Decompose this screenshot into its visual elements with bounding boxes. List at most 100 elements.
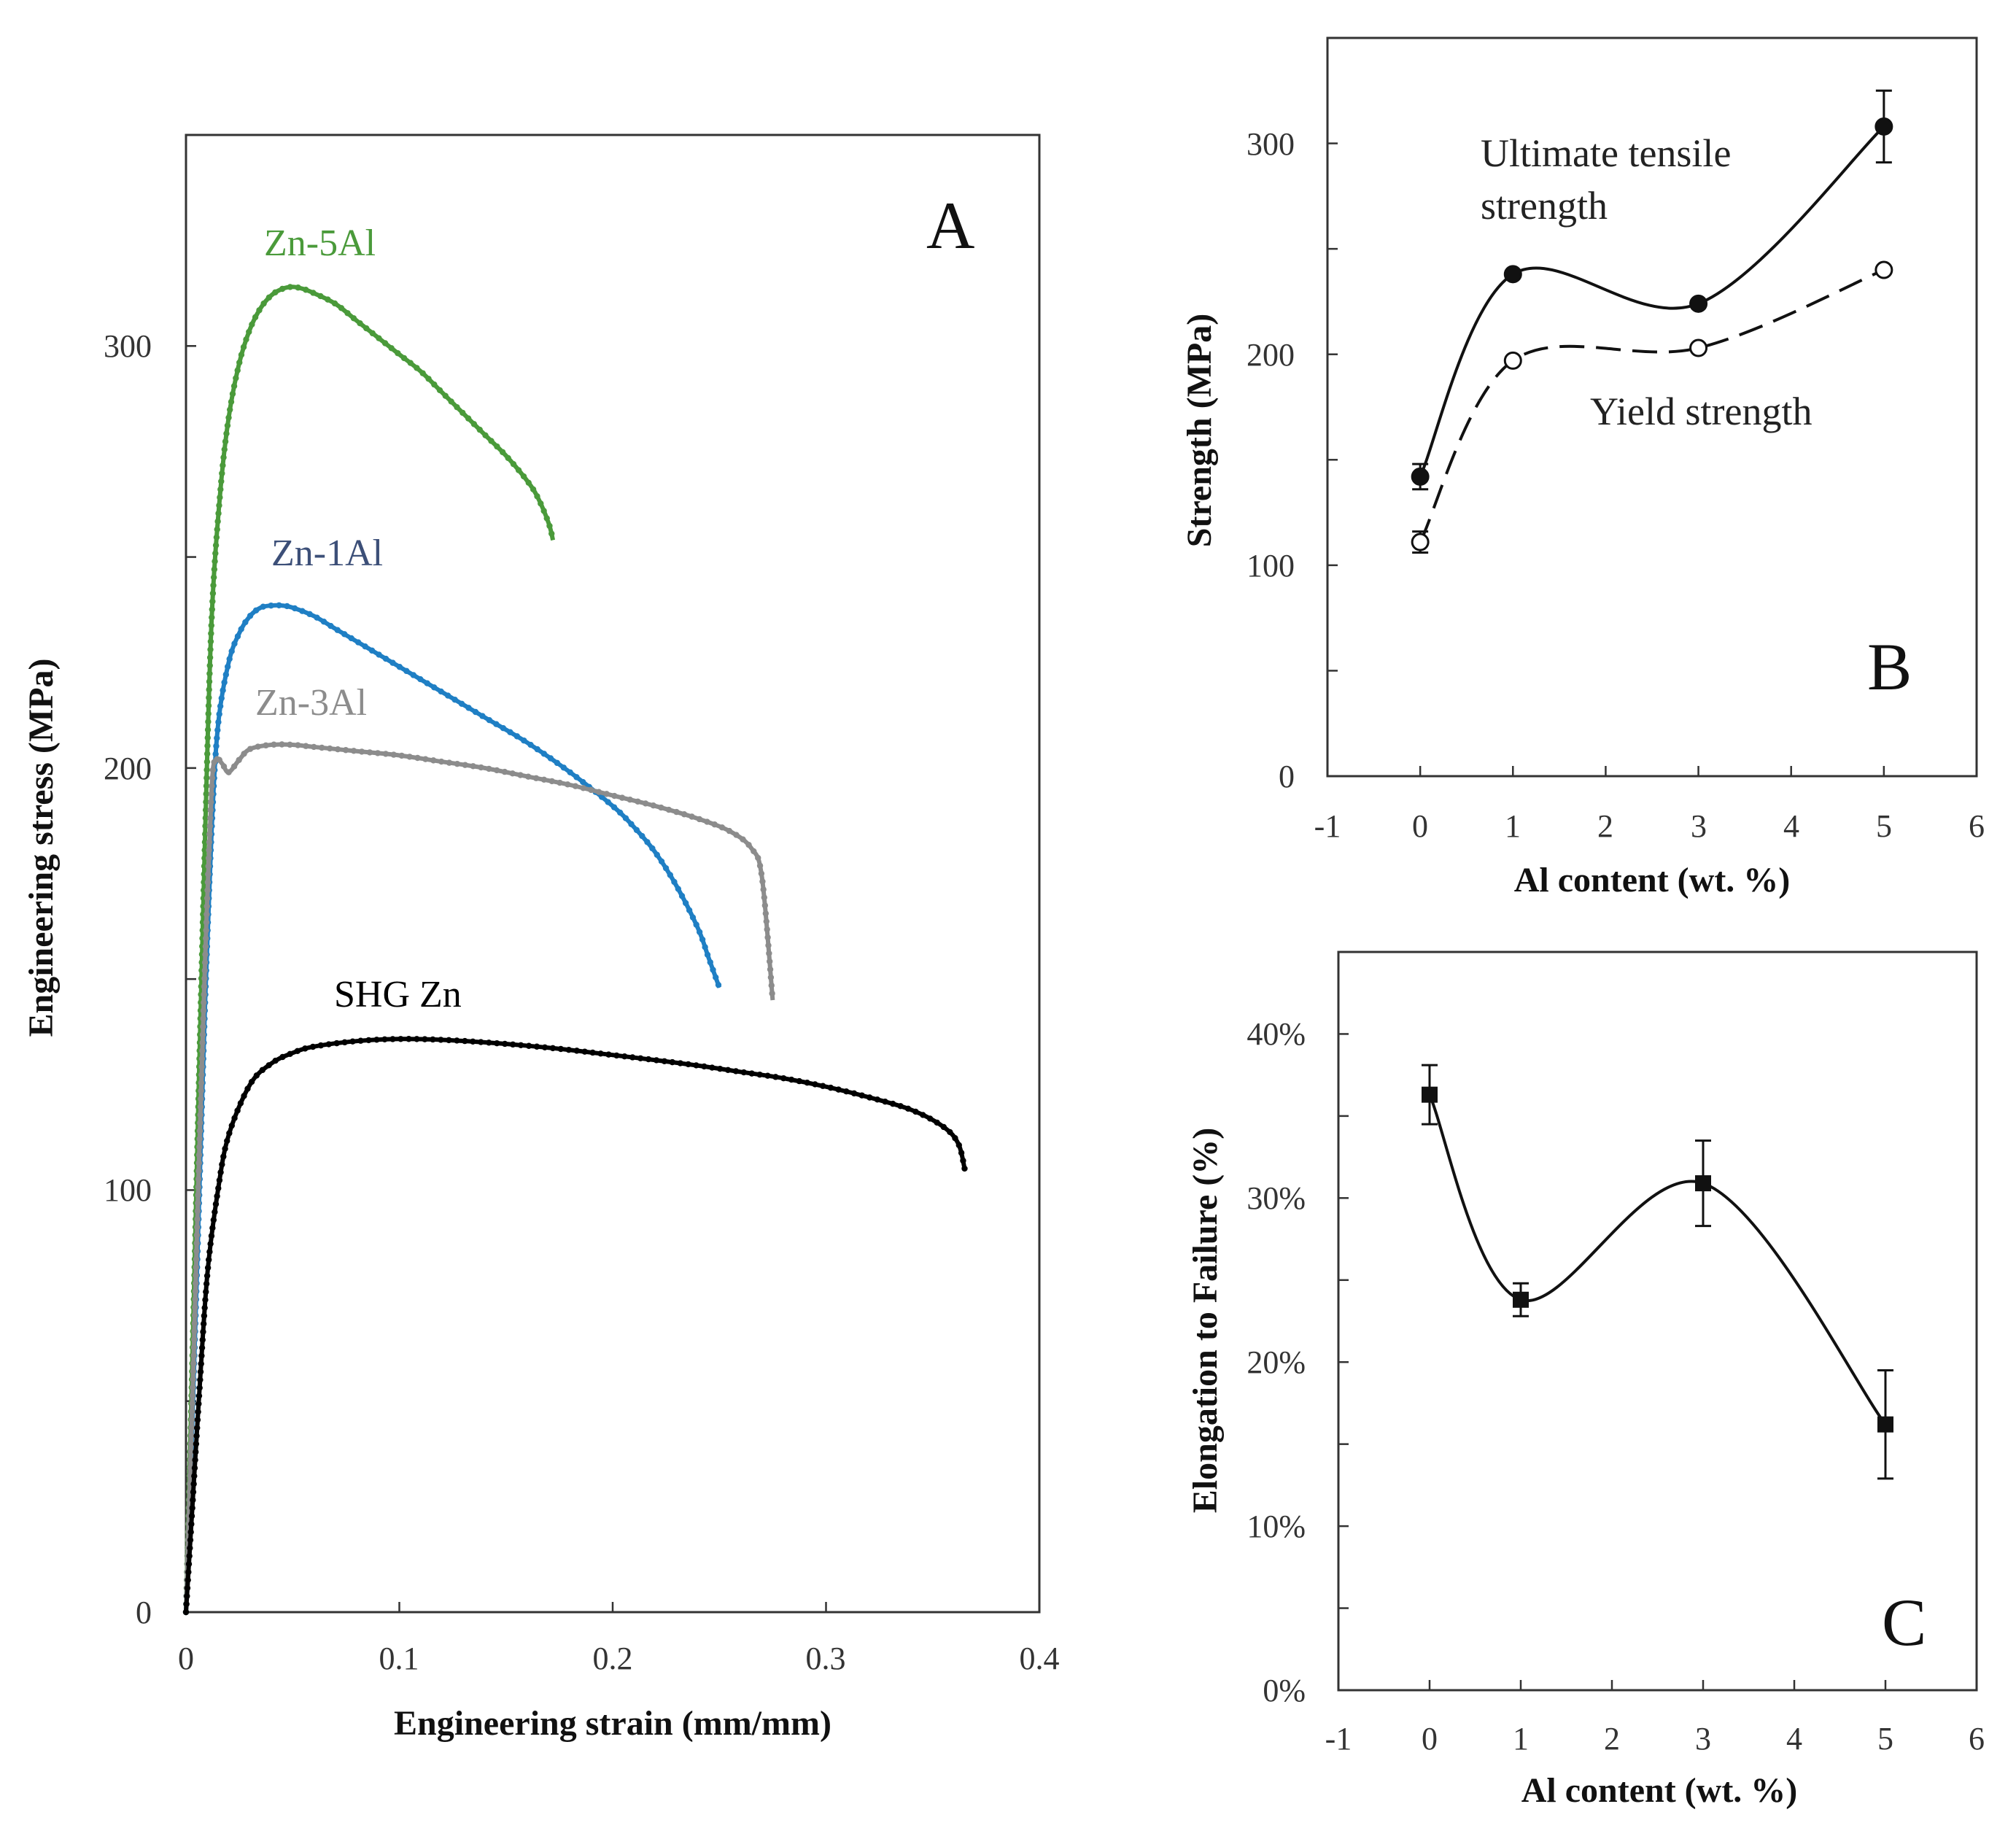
series-point-zn-3al xyxy=(194,1224,201,1231)
panel-b-ytick-3: 300 xyxy=(1247,126,1295,162)
series-point-zn-5al xyxy=(206,694,212,701)
series-point-shg-zn xyxy=(357,1037,364,1044)
series-point-shg-zn xyxy=(203,1280,210,1288)
series-point-zn-3al xyxy=(247,746,254,752)
series-point-shg-zn xyxy=(317,1042,325,1049)
series-point-zn-3al xyxy=(263,742,269,749)
series-point-zn-3al xyxy=(193,1248,200,1255)
series-point-zn-3al xyxy=(303,743,309,749)
series-point-zn-1al xyxy=(396,664,403,670)
series-point-shg-zn xyxy=(430,1036,436,1043)
series-point-zn-3al xyxy=(430,757,437,764)
series-point-zn-3al xyxy=(767,966,774,973)
series-point-shg-zn xyxy=(215,1185,222,1192)
panel-a-ytick-3: 300 xyxy=(104,328,152,364)
series-point-shg-zn xyxy=(874,1096,881,1103)
series-point-shg-zn xyxy=(212,1201,220,1207)
series-point-zn-3al xyxy=(509,770,516,777)
series-point-shg-zn xyxy=(195,1409,201,1415)
series-point-shg-zn xyxy=(222,1145,228,1152)
series-point-zn-1al xyxy=(534,746,540,753)
series-point-zn-5al xyxy=(538,500,544,507)
series-point-zn-3al xyxy=(760,886,767,893)
series-point-zn-3al xyxy=(198,1096,204,1102)
series-point-zn-5al xyxy=(216,502,222,509)
series-point-zn-1al xyxy=(410,672,417,678)
series-point-zn-1al xyxy=(658,858,665,865)
series-point-zn-5al xyxy=(465,415,472,422)
series-point-shg-zn xyxy=(197,1377,203,1383)
series-point-zn-1al xyxy=(214,727,221,734)
series-point-zn-3al xyxy=(190,1376,196,1383)
series-point-zn-3al xyxy=(195,1200,201,1207)
series-point-shg-zn xyxy=(279,1053,286,1061)
panel-b-xtick-2: 1 xyxy=(1505,808,1521,844)
series-point-zn-3al xyxy=(486,765,492,773)
series-point-shg-zn xyxy=(850,1090,858,1097)
series-label-zn-1al: Zn-1Al xyxy=(271,533,383,574)
data-point-yield-strength xyxy=(1875,260,1893,279)
series-point-shg-zn xyxy=(796,1077,803,1085)
series-point-zn-3al xyxy=(211,759,217,765)
series-point-zn-3al xyxy=(756,862,764,869)
panel-b-y-ticks: 0 100 200 300 xyxy=(1247,126,1295,794)
panel-a-ytick-1: 100 xyxy=(104,1172,152,1208)
series-point-shg-zn xyxy=(294,1048,301,1055)
panel-c-x-axis-title: Al content (wt. %) xyxy=(1521,1771,1798,1810)
series-point-zn-3al xyxy=(206,831,213,837)
series-point-zn-1al xyxy=(362,643,368,650)
series-point-zn-3al xyxy=(197,1112,203,1118)
series-point-zn-3al xyxy=(197,1120,203,1126)
series-point-shg-zn xyxy=(309,1043,317,1050)
series-point-zn-5al xyxy=(310,290,317,296)
series-point-zn-5al xyxy=(388,345,395,352)
series-point-zn-3al xyxy=(711,821,718,828)
panel-a-frame xyxy=(185,133,1041,1614)
series-point-zn-1al xyxy=(682,899,689,907)
series-point-zn-5al xyxy=(407,360,414,366)
series-point-zn-5al xyxy=(223,430,230,437)
series-point-zn-3al xyxy=(478,764,484,771)
series-point-shg-zn xyxy=(210,1217,217,1223)
series-point-zn-5al xyxy=(234,367,241,373)
panel-c-xtick-3: 2 xyxy=(1604,1721,1620,1757)
series-point-zn-5al xyxy=(249,321,255,328)
series-point-zn-3al xyxy=(189,1408,195,1415)
panel-letter-a: A xyxy=(926,188,974,263)
series-point-zn-5al xyxy=(363,325,370,332)
panel-b-xtick-3: 2 xyxy=(1597,808,1613,844)
panel-a-xtick-3: 0.3 xyxy=(806,1641,846,1676)
series-point-zn-5al xyxy=(219,470,225,477)
series-point-zn-5al xyxy=(202,807,209,813)
series-point-zn-3al xyxy=(689,813,695,820)
series-point-shg-zn xyxy=(341,1039,348,1046)
series-point-zn-3al xyxy=(195,1184,202,1190)
series-point-shg-zn xyxy=(858,1092,865,1099)
series-point-zn-1al xyxy=(218,694,225,702)
series-point-shg-zn xyxy=(756,1071,763,1078)
series-point-zn-1al xyxy=(320,619,327,625)
series-point-zn-5al xyxy=(357,320,363,327)
series-point-zn-3al xyxy=(194,1216,201,1223)
series-point-shg-zn xyxy=(226,1130,233,1137)
data-point-yield-strength xyxy=(1411,533,1430,551)
series-point-zn-5al xyxy=(203,751,211,757)
series-point-zn-5al xyxy=(260,300,267,307)
data-point-yield-strength xyxy=(1689,338,1708,357)
series-point-zn-3al xyxy=(190,1384,196,1391)
series-point-zn-1al xyxy=(276,602,282,609)
series-point-zn-5al xyxy=(419,370,426,376)
series-point-zn-5al xyxy=(225,414,232,421)
series-point-zn-5al xyxy=(205,719,212,725)
series-point-zn-1al xyxy=(479,713,486,719)
series-point-zn-3al xyxy=(196,1128,203,1134)
series-point-zn-5al xyxy=(505,454,511,462)
series-point-zn-3al xyxy=(658,804,664,811)
series-point-zn-5al xyxy=(344,310,351,317)
series-point-shg-zn xyxy=(188,1521,195,1528)
series-point-zn-1al xyxy=(507,729,513,735)
series-point-zn-1al xyxy=(389,659,396,666)
series-point-zn-1al xyxy=(628,821,635,827)
series-point-zn-3al xyxy=(198,1064,205,1070)
series-point-zn-3al xyxy=(201,967,208,974)
